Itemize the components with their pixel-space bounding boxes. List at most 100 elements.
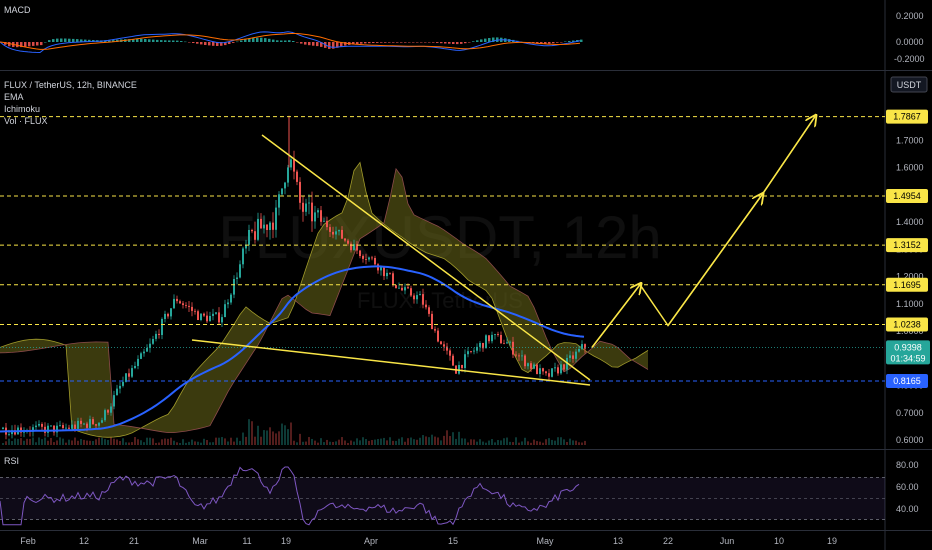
indicator-ichimoku[interactable]: Ichimoku <box>4 104 41 114</box>
macd-tick: 0.2000 <box>896 11 924 21</box>
macd-histogram-bar <box>136 38 139 42</box>
candle-body <box>92 419 94 425</box>
volume-bar <box>335 441 337 445</box>
candle-body <box>566 358 568 370</box>
candle-body <box>449 350 451 356</box>
lower-trendline <box>191 339 591 386</box>
candle-body <box>77 420 79 429</box>
macd-histogram-bar <box>288 40 291 42</box>
candle-body <box>557 367 559 374</box>
macd-histogram-bar <box>76 39 79 42</box>
volume-bar <box>89 440 91 445</box>
volume-bar <box>362 437 364 445</box>
macd-histogram-bar <box>168 40 171 42</box>
candle-body <box>218 312 220 323</box>
candle-body <box>230 294 232 303</box>
indicator-ema[interactable]: EMA <box>4 92 24 102</box>
projection-arrow <box>761 117 815 196</box>
volume-bar <box>41 439 43 445</box>
candle-body <box>245 244 247 249</box>
candle-body <box>113 395 115 407</box>
macd-histogram-bar <box>424 42 427 43</box>
volume-bar <box>233 441 235 445</box>
candle-body <box>101 420 103 423</box>
candle-body <box>146 348 148 352</box>
macd-histogram-bar <box>396 42 399 43</box>
volume-bar <box>548 438 550 445</box>
macd-histogram-bar <box>24 42 27 47</box>
candle-body <box>95 424 97 426</box>
candle-body <box>470 351 472 352</box>
volume-bar <box>341 437 343 445</box>
candle-body <box>350 243 352 251</box>
volume-bar <box>104 439 106 445</box>
candle-body <box>518 355 520 357</box>
volume-bar <box>44 437 46 445</box>
macd-histogram-bar <box>84 39 87 42</box>
candle-body <box>428 307 430 314</box>
macd-histogram-bar <box>464 42 467 44</box>
macd-histogram-bar <box>60 38 63 42</box>
level-badge <box>886 238 928 253</box>
macd-histogram-bar <box>132 39 135 42</box>
volume-bar <box>482 441 484 445</box>
macd-histogram-bar <box>380 42 383 43</box>
indicator-volume[interactable]: Vol · FLUX <box>4 116 48 126</box>
volume-bar <box>119 441 121 445</box>
volume-bar <box>572 440 574 445</box>
pane-separator <box>0 70 932 71</box>
volume-bar <box>245 436 247 445</box>
volume-bar <box>437 437 439 445</box>
candle-body <box>170 308 172 317</box>
macd-histogram-bar <box>568 41 571 42</box>
volume-bar <box>536 441 538 445</box>
x-tick-label: 19 <box>281 536 291 546</box>
volume-bar <box>581 442 583 445</box>
volume-bar <box>494 442 496 445</box>
last-price-badge <box>886 340 930 365</box>
volume-bar <box>71 440 73 445</box>
volume-bar <box>350 440 352 445</box>
volume-bar <box>53 442 55 445</box>
candle-body <box>572 355 574 359</box>
volume-bar <box>224 438 226 445</box>
rsi-tick: 40.00 <box>896 504 919 514</box>
volume-bar <box>359 440 361 445</box>
volume-bar <box>464 438 466 445</box>
macd-histogram-bar <box>16 42 19 48</box>
candle-body <box>173 298 175 309</box>
volume-bar <box>200 442 202 445</box>
volume-bar <box>326 439 328 445</box>
macd-histogram-bar <box>108 40 111 42</box>
candle-body <box>2 427 4 430</box>
volume-bar <box>77 440 79 445</box>
volume-bar <box>137 439 139 445</box>
volume-bar <box>314 440 316 445</box>
level-label: 1.0238 <box>893 320 921 330</box>
candle-body <box>59 425 61 426</box>
volume-bar <box>182 439 184 445</box>
volume-bar <box>92 441 94 445</box>
candle-body <box>479 343 481 347</box>
candle-body <box>563 364 565 370</box>
candle-body <box>542 368 544 372</box>
volume-bar <box>221 437 223 445</box>
x-tick-label: 21 <box>129 536 139 546</box>
volume-bar <box>212 442 214 445</box>
volume-bar <box>515 437 517 445</box>
macd-histogram-bar <box>444 42 447 44</box>
currency-badge[interactable] <box>890 76 928 93</box>
volume-bar <box>95 439 97 445</box>
macd-histogram-bar <box>412 42 415 43</box>
candle-body <box>185 305 187 306</box>
macd-histogram-bar <box>208 42 211 46</box>
macd-histogram-bar <box>112 39 115 42</box>
volume-bar <box>455 438 457 445</box>
macd-histogram-bar <box>468 42 471 43</box>
rsi-tick: 80.00 <box>896 460 919 470</box>
last-price-countdown: 01:34:59 <box>890 353 925 363</box>
volume-bar <box>74 437 76 445</box>
pane-separator <box>0 449 932 450</box>
macd-histogram-bar <box>400 42 403 43</box>
